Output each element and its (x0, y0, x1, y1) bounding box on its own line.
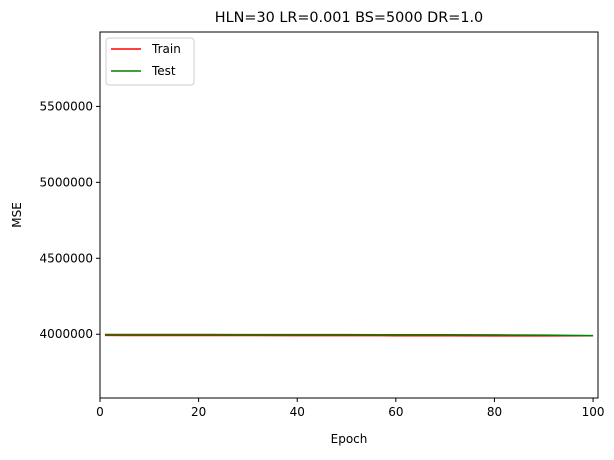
y-tick-label: 4000000 (40, 327, 93, 341)
x-tick-label: 0 (96, 405, 104, 419)
x-tick-label: 40 (290, 405, 305, 419)
x-tick-label: 100 (582, 405, 605, 419)
y-tick-label: 5000000 (40, 175, 93, 189)
x-tick-label: 20 (191, 405, 206, 419)
plot-frame (100, 32, 598, 398)
legend-label-test: Test (151, 64, 176, 78)
chart-title: HLN=30 LR=0.001 BS=5000 DR=1.0 (215, 10, 483, 26)
legend-box (106, 38, 194, 85)
legend-label-train: Train (151, 42, 181, 56)
y-tick-label: 4500000 (40, 251, 93, 265)
x-tick-label: 80 (487, 405, 502, 419)
y-tick-label: 5500000 (40, 99, 93, 113)
x-tick-label: 60 (388, 405, 403, 419)
ticks: 0 20 40 60 80 100 4000000 4500000 5000000 5500000 (40, 99, 605, 419)
x-axis-label: Epoch (331, 432, 368, 446)
y-axis-label: MSE (10, 202, 24, 228)
legend: Train Test (106, 38, 194, 85)
series-lines (105, 335, 593, 336)
